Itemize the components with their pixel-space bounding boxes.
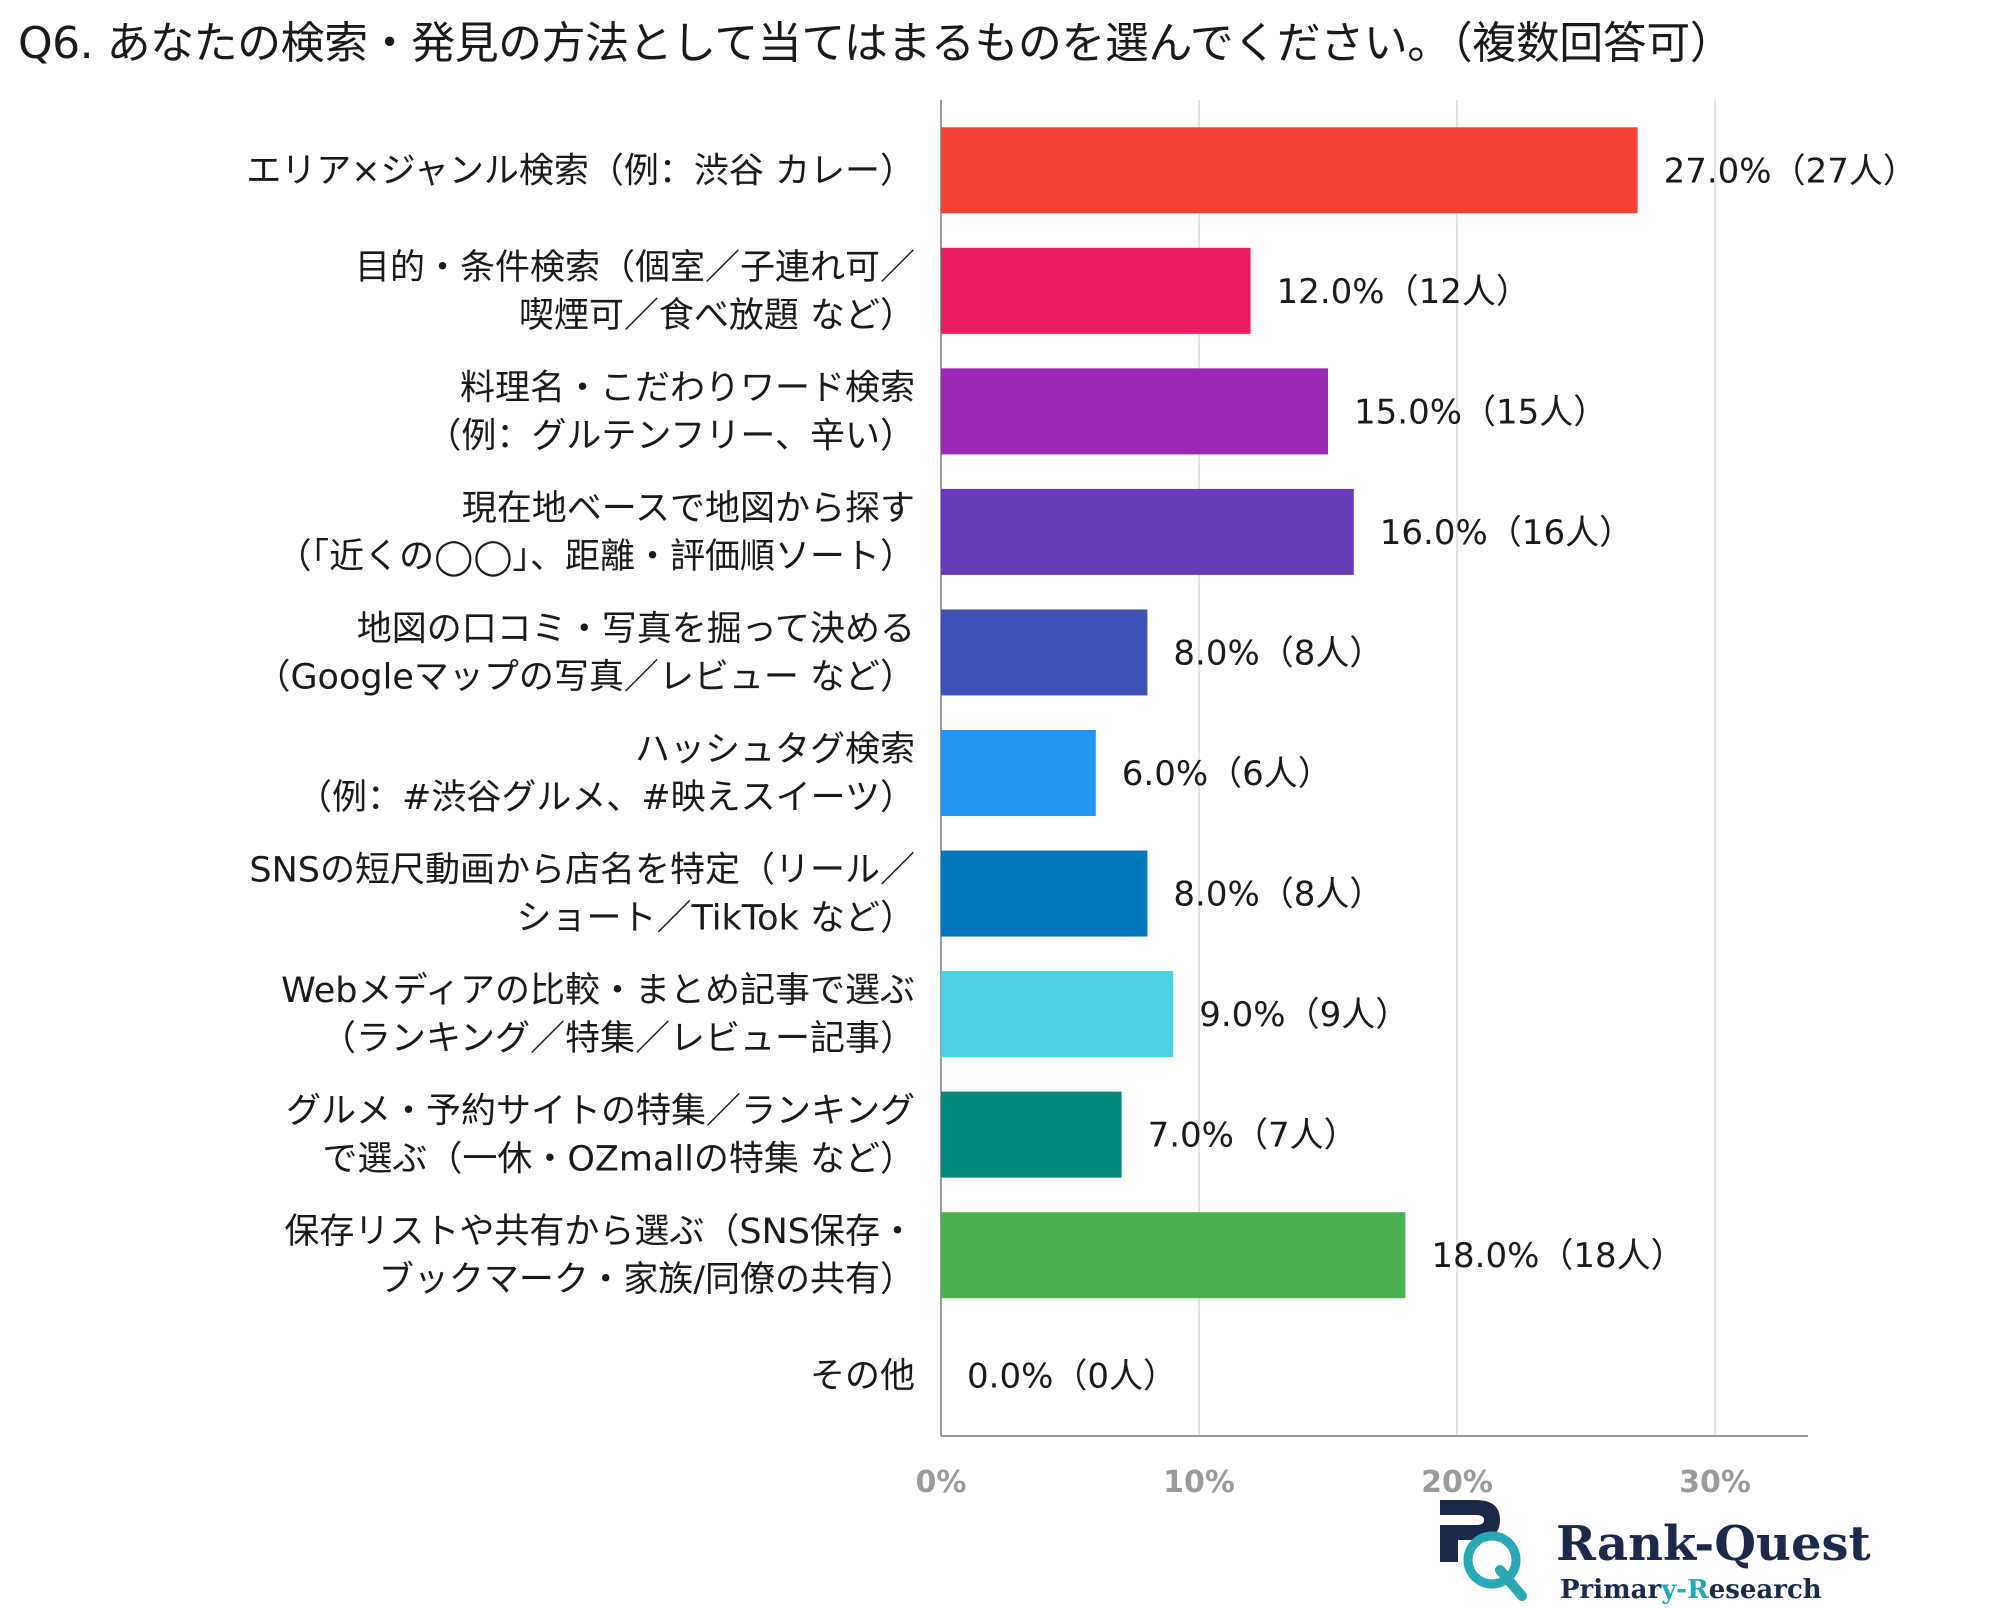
chart-title: Q6. あなたの検索・発見の方法として当てはまるものを選んでください。（複数回答…: [18, 18, 1734, 69]
category-label: 保存リストや共有から選ぶ（SNS保存・ブックマーク・家族/同僚の共有）: [284, 1212, 915, 1300]
category-label: 目的・条件検索（個室／子連れ可／喫煙可／食べ放題 など）: [355, 248, 915, 336]
data-label: 18.0%（18人）: [1431, 1236, 1684, 1276]
category-label: 料理名・こだわりワード検索（例：グルテンフリー、辛い）: [426, 368, 915, 456]
data-label: 15.0%（15人）: [1354, 392, 1607, 432]
bar: [941, 1091, 1122, 1178]
bar: [941, 730, 1096, 816]
x-tick-label: 30%: [1679, 1465, 1751, 1500]
category-label: ハッシュタグ検索（例：#渋谷グルメ、#映えスイーツ）: [297, 730, 915, 818]
data-label: 16.0%（16人）: [1380, 513, 1633, 553]
bar: [941, 971, 1174, 1058]
x-tick-label: 10%: [1163, 1465, 1235, 1500]
bar: [941, 1212, 1406, 1299]
rank-quest-logo: Rank-Quest Primary-Research: [1440, 1500, 1871, 1605]
x-tick-label: 20%: [1421, 1465, 1493, 1500]
bar: [941, 488, 1354, 575]
bar: [941, 127, 1638, 214]
data-label: 9.0%（9人）: [1199, 995, 1409, 1035]
data-label: 0.0%（0人）: [967, 1357, 1177, 1397]
data-label: 8.0%（8人）: [1173, 633, 1383, 673]
category-label: その他: [810, 1357, 915, 1397]
category-label: Webメディアの比較・まとめ記事で選ぶ（ランキング／特集／レビュー記事）: [281, 971, 915, 1059]
rank-quest-logo-mark: [1440, 1500, 1527, 1601]
rank-quest-logo-tagline: Primary-Research: [1560, 1575, 1822, 1605]
bar: [941, 850, 1148, 937]
category-label: 地図の口コミ・写真を掘って決める（Googleマップの写真／レビュー など）: [255, 609, 915, 697]
category-label: 現在地ベースで地図から探す（「近くの◯◯」、距離・評価順ソート）: [277, 489, 915, 577]
data-label: 27.0%（27人）: [1664, 151, 1917, 191]
category-label: グルメ・予約サイトの特集／ランキングで選ぶ（一休・OZmallの特集 など）: [286, 1092, 915, 1180]
x-tick-label: 0%: [916, 1465, 967, 1500]
data-label: 7.0%（7人）: [1148, 1116, 1358, 1156]
bar: [941, 247, 1251, 334]
category-label: エリア×ジャンル検索（例：渋谷 カレー）: [246, 151, 915, 191]
bar: [941, 609, 1148, 696]
bar: [941, 368, 1328, 455]
data-label: 6.0%（6人）: [1122, 754, 1332, 794]
data-label: 12.0%（12人）: [1277, 272, 1530, 312]
category-label: SNSの短尺動画から店名を特定（リール／ショート／TikTok など）: [249, 851, 915, 939]
data-label: 8.0%（8人）: [1173, 875, 1383, 915]
rank-quest-logo-name: Rank-Quest: [1556, 1516, 1871, 1572]
